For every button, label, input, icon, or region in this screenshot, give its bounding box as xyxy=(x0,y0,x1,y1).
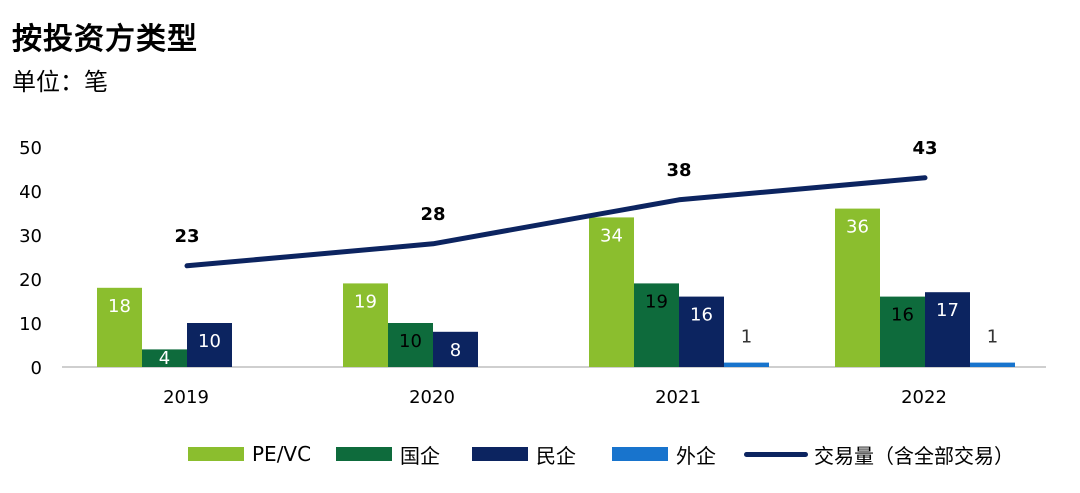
bar-value-label: 16 xyxy=(690,305,713,326)
bar-PE/VC xyxy=(835,208,880,367)
x-tick-label: 2021 xyxy=(655,387,701,408)
legend-label-soe: 国企 xyxy=(400,443,440,468)
bar-PE/VC xyxy=(589,217,634,367)
bar-PE/VC xyxy=(343,283,388,367)
bar-value-label: 34 xyxy=(600,225,623,246)
y-tick-label: 50 xyxy=(19,138,42,159)
line-series-total xyxy=(184,175,928,269)
bar-value-label: 17 xyxy=(936,300,959,321)
legend-swatch-private xyxy=(472,447,528,461)
y-tick-label: 10 xyxy=(19,314,42,335)
bar-value-label: 1 xyxy=(987,327,998,348)
bar-国企 xyxy=(634,283,679,367)
line-value-label: 38 xyxy=(666,160,691,181)
bar-国企 xyxy=(880,296,925,367)
bar-value-label: 18 xyxy=(108,296,131,317)
y-tick-label: 30 xyxy=(19,226,42,247)
legend-swatch-soe xyxy=(336,447,392,461)
legend-swatch-total xyxy=(744,451,808,457)
legend-label-total: 交易量（含全部交易） xyxy=(814,443,1014,468)
y-tick-label: 20 xyxy=(19,270,42,291)
line-value-label: 23 xyxy=(174,226,199,247)
legend-item-foreign: 外企 xyxy=(612,436,716,472)
legend-item-soe: 国企 xyxy=(336,436,440,472)
legend-label-private: 民企 xyxy=(536,443,576,468)
y-tick-label: 0 xyxy=(31,358,42,379)
chart-title: 按投资方类型 xyxy=(12,22,198,57)
bar-value-label: 1 xyxy=(741,327,752,348)
x-tick-label: 2020 xyxy=(409,387,455,408)
chart-subtitle: 单位：笔 xyxy=(12,68,108,96)
bar-value-label: 19 xyxy=(354,291,377,312)
x-tick-label: 2022 xyxy=(901,387,947,408)
bar-民企 xyxy=(433,331,478,367)
legend-label-foreign: 外企 xyxy=(676,443,716,468)
chart-legend: PE/VC 国企 民企 外企 交易量（含全部交易） xyxy=(0,436,1080,476)
line-value-label: 43 xyxy=(912,138,937,159)
bar-PE/VC xyxy=(97,287,142,367)
bar-外企 xyxy=(724,362,769,367)
bar-value-label: 4 xyxy=(159,348,170,369)
bar-value-label: 36 xyxy=(846,217,869,238)
line-value-label: 28 xyxy=(420,204,445,225)
bar-value-label: 8 xyxy=(450,340,461,361)
bar-民企 xyxy=(679,296,724,367)
legend-item-pevc: PE/VC xyxy=(188,436,311,472)
bar-国企 xyxy=(142,349,187,367)
bar-外企 xyxy=(970,362,1015,367)
legend-swatch-foreign xyxy=(612,447,668,461)
bar-民企 xyxy=(925,292,970,367)
bar-value-label: 10 xyxy=(198,331,221,352)
legend-swatch-pevc xyxy=(188,447,244,461)
legend-item-private: 民企 xyxy=(472,436,576,472)
bar-value-label: 16 xyxy=(891,305,914,326)
bar-value-label: 19 xyxy=(645,291,668,312)
chart-plot: 0 10 20 30 40 50 18 4 10 2019 19 10 8 2020 34 19 16 1 2021… xyxy=(19,138,1046,408)
legend-item-total: 交易量（含全部交易） xyxy=(744,436,1014,472)
bar-民企 xyxy=(187,323,232,367)
bar-value-label: 10 xyxy=(399,331,422,352)
bar-国企 xyxy=(388,323,433,367)
legend-label-pevc: PE/VC xyxy=(252,442,312,466)
x-tick-label: 2019 xyxy=(163,387,209,408)
y-tick-label: 40 xyxy=(19,182,42,203)
